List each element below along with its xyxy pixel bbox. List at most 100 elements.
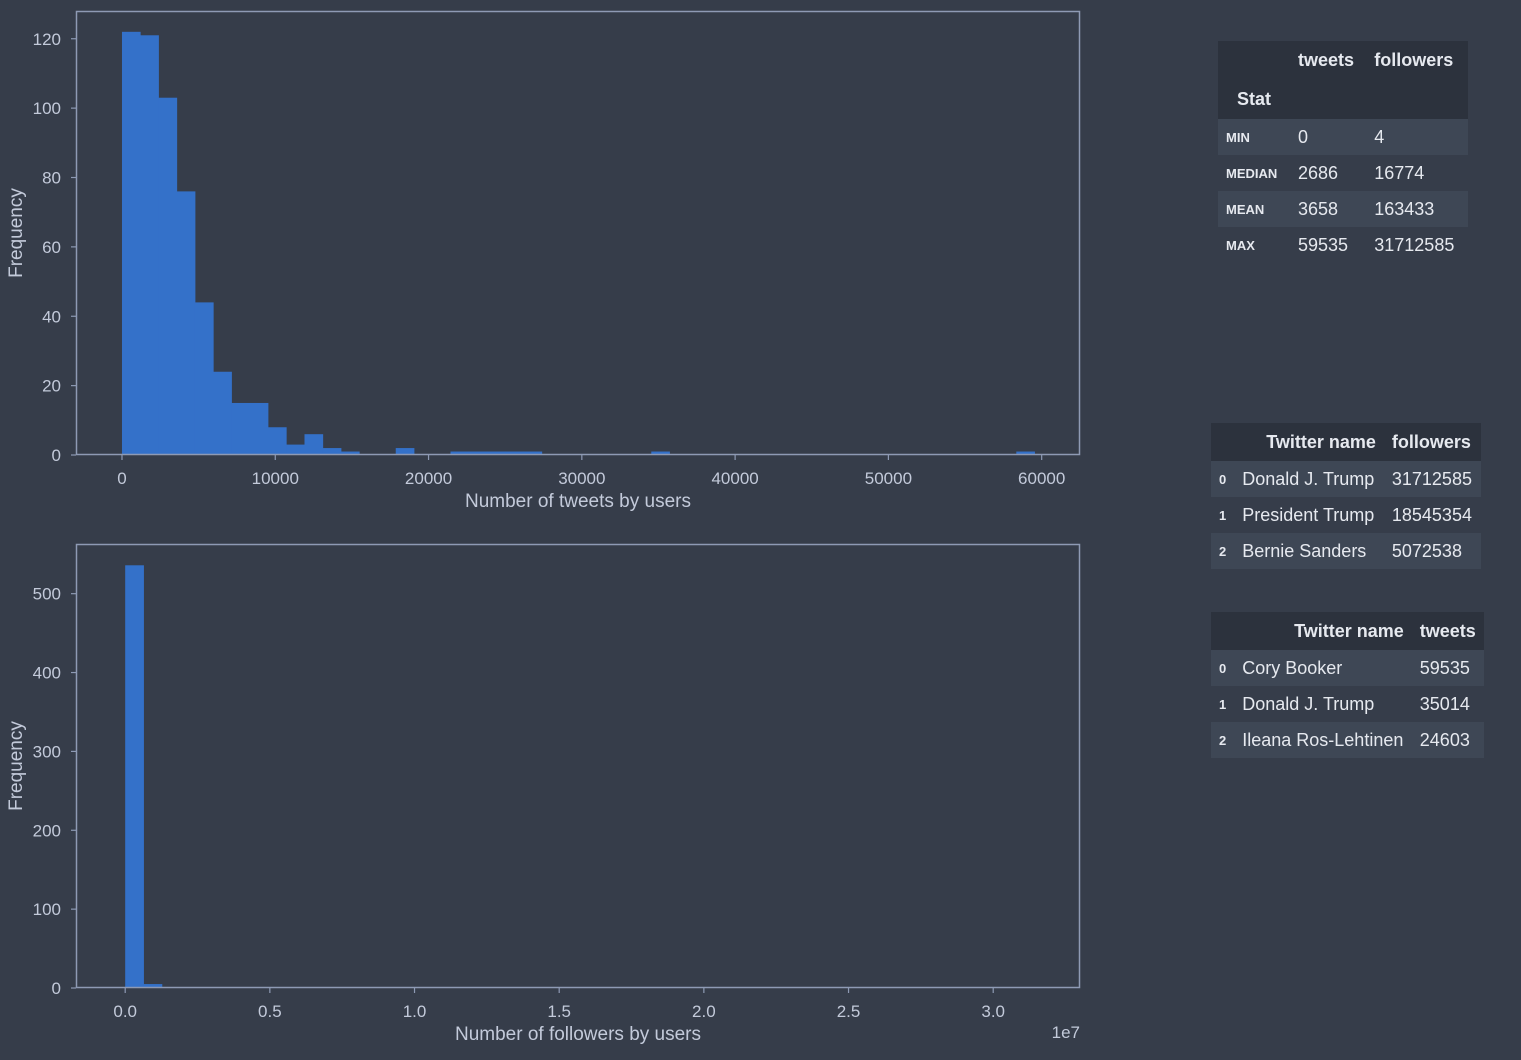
- stats-header-row: tweets followers: [1218, 41, 1468, 79]
- histogram-bar: [158, 97, 178, 455]
- stats-row-label: MAX: [1226, 237, 1255, 253]
- histogram-bar: [395, 448, 415, 455]
- x-tick-label: 0.0: [113, 1002, 137, 1021]
- histogram-bar: [651, 451, 670, 455]
- y-tick-label: 200: [33, 821, 61, 840]
- stats-row-label: MEAN: [1226, 201, 1265, 217]
- y-tick-label: 40: [42, 307, 61, 326]
- stats-index-row: Stat: [1218, 79, 1468, 119]
- y-axis-label: Frequency: [6, 721, 27, 811]
- followers-cell: 18545354: [1391, 504, 1472, 525]
- stats-cell-tweets: 0: [1298, 126, 1309, 147]
- table-row: MIN 0 4: [1218, 119, 1468, 155]
- tweets-col-name: Twitter name: [1294, 620, 1404, 641]
- histogram-bar: [268, 427, 287, 455]
- y-tick-label: 0: [52, 979, 61, 998]
- histogram-bar: [140, 35, 159, 455]
- top-followers-table: Twitter name followers 0 Donald J. Trump…: [1211, 423, 1481, 569]
- x-tick-label: 2.0: [692, 1002, 716, 1021]
- stats-col-tweets: tweets: [1298, 49, 1355, 70]
- histogram-bar: [1016, 451, 1035, 455]
- x-tick-label: 60000: [1018, 469, 1065, 488]
- twitter-name-cell: Bernie Sanders: [1242, 540, 1367, 561]
- stats-cell-tweets: 3658: [1298, 198, 1339, 219]
- y-tick-label: 100: [33, 99, 61, 118]
- histogram-bar: [249, 402, 269, 455]
- table-row: 0 Cory Booker 59535: [1211, 650, 1484, 686]
- histogram-figure: 0 10000 20000 30000 40000 50000 60000 0 20 40 60 80…: [6, 10, 1081, 1045]
- table-row: 2 Bernie Sanders 5072538: [1211, 533, 1481, 569]
- followers-header-row: Twitter name followers: [1211, 423, 1481, 461]
- summary-stats-table: tweets followers Stat MIN 0 4 MEDIAN 268…: [1218, 41, 1468, 263]
- x-axis-offset-label: 1e7: [1052, 1023, 1080, 1042]
- plot-frame: [75, 543, 1081, 989]
- stats-cell-followers: 163433: [1374, 198, 1435, 219]
- row-index: 2: [1219, 543, 1227, 559]
- stats-cell-followers: 16774: [1374, 162, 1425, 183]
- followers-cell: 5072538: [1391, 540, 1462, 561]
- x-tick-label: 2.5: [837, 1002, 861, 1021]
- twitter-name-cell: Donald J. Trump: [1242, 693, 1375, 714]
- histogram-bar: [304, 434, 324, 455]
- followers-cell: 31712585: [1391, 468, 1472, 489]
- y-tick-label: 100: [33, 900, 61, 919]
- histogram-bar: [231, 402, 251, 455]
- stats-col-followers: followers: [1374, 49, 1454, 70]
- followers-col-name: Twitter name: [1266, 431, 1376, 452]
- tweets-cell: 24603: [1419, 729, 1470, 750]
- x-tick-label: 1.0: [403, 1002, 427, 1021]
- row-index: 1: [1219, 696, 1227, 712]
- y-axis-label: Frequency: [6, 188, 27, 278]
- histogram-bar: [523, 451, 543, 455]
- tweets-cell: 35014: [1419, 693, 1470, 714]
- followers-col-value: followers: [1391, 431, 1471, 452]
- stats-row-label: MIN: [1226, 129, 1250, 145]
- x-tick-label: 0: [117, 469, 126, 488]
- row-index: 1: [1219, 507, 1227, 523]
- stats-cell-tweets: 2686: [1298, 162, 1339, 183]
- row-index: 0: [1219, 660, 1227, 676]
- histogram-bar: [143, 984, 163, 988]
- x-tick-label: 20000: [405, 469, 452, 488]
- table-row: 2 Ileana Ros-Lehtinen 24603: [1211, 722, 1484, 758]
- y-tick-label: 20: [42, 377, 61, 396]
- x-tick-label: 1.5: [547, 1002, 571, 1021]
- y-tick-label: 500: [33, 585, 61, 604]
- x-tick-label: 3.0: [981, 1002, 1005, 1021]
- y-tick-label: 80: [42, 169, 61, 188]
- twitter-name-cell: Donald J. Trump: [1242, 468, 1375, 489]
- stats-cell-followers: 4: [1374, 126, 1385, 147]
- x-axis-label: Number of tweets by users: [465, 491, 691, 512]
- table-row: MEDIAN 2686 16774: [1218, 155, 1468, 191]
- stats-index-name: Stat: [1236, 88, 1271, 109]
- table-row: 1 President Trump 18545354: [1211, 497, 1481, 533]
- table-row: 1 Donald J. Trump 35014: [1211, 686, 1484, 722]
- top-tweets-table: Twitter name tweets 0 Cory Booker 59535 …: [1211, 612, 1484, 758]
- histogram-bar: [450, 451, 470, 455]
- histogram-bar: [322, 448, 342, 455]
- stats-row-label: MEDIAN: [1226, 165, 1278, 181]
- y-tick-label: 0: [52, 446, 61, 465]
- table-row: 0 Donald J. Trump 31712585: [1211, 461, 1481, 497]
- histogram-bar: [213, 371, 232, 455]
- twitter-name-cell: President Trump: [1242, 504, 1375, 525]
- tweets-col-value: tweets: [1419, 620, 1476, 641]
- table-row: MEAN 3658 163433: [1218, 191, 1468, 227]
- x-tick-label: 30000: [558, 469, 605, 488]
- histogram-bar: [505, 451, 524, 455]
- row-index: 2: [1219, 732, 1227, 748]
- histogram-bar: [487, 451, 506, 455]
- stats-cell-followers: 31712585: [1374, 234, 1455, 255]
- tweets-header-row: Twitter name tweets: [1211, 612, 1484, 650]
- histogram-bar: [286, 444, 305, 455]
- y-tick-label: 60: [42, 238, 61, 257]
- y-tick-label: 300: [33, 742, 61, 761]
- x-tick-label: 10000: [252, 469, 299, 488]
- histogram-bar: [341, 451, 360, 455]
- twitter-name-cell: Cory Booker: [1242, 657, 1343, 678]
- x-tick-label: 0.5: [258, 1002, 282, 1021]
- x-axis-label: Number of followers by users: [455, 1024, 701, 1045]
- histogram-bar: [121, 31, 141, 456]
- tweets-cell: 59535: [1419, 657, 1470, 678]
- plot-frame: [75, 10, 1081, 456]
